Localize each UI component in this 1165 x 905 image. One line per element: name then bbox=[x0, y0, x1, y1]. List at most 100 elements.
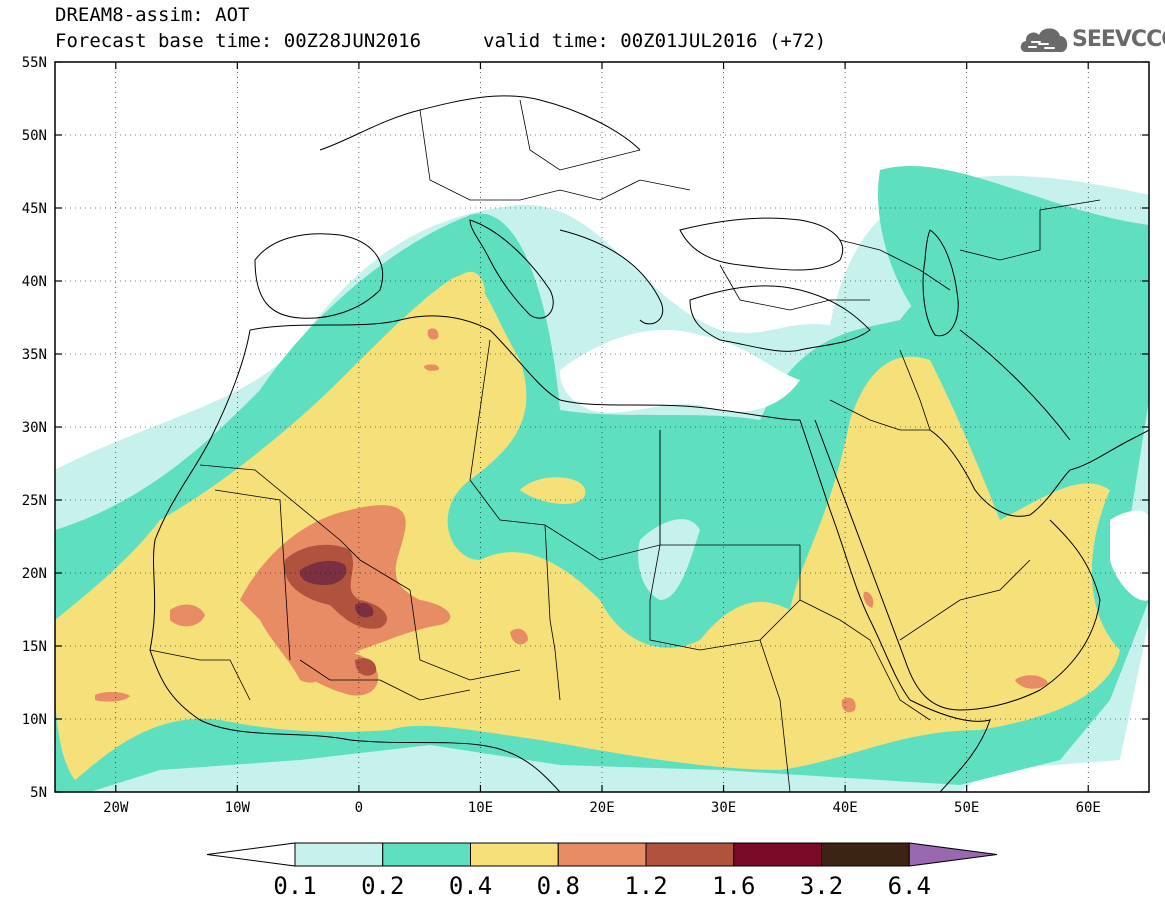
aot-band-dark-core-2 bbox=[355, 603, 374, 618]
lon-tick-label: 50E bbox=[954, 800, 979, 816]
lat-tick-label: 50N bbox=[22, 128, 47, 144]
border-sahel bbox=[299, 659, 471, 701]
border-saudi-iraq bbox=[829, 399, 930, 431]
aot-band-orange-west bbox=[170, 604, 205, 627]
lon-tick-label: 30E bbox=[711, 800, 736, 816]
coastline-caspian bbox=[922, 229, 959, 337]
colorbar-level-label: 3.2 bbox=[800, 872, 843, 900]
axis-ticks bbox=[55, 61, 1149, 793]
colorbar-labels: 0.1 0.2 0.4 0.8 1.2 1.6 3.2 6.4 bbox=[273, 872, 931, 900]
coastline-persia-south bbox=[1069, 429, 1149, 471]
coastlines bbox=[149, 95, 1149, 792]
border-turkey bbox=[719, 264, 870, 311]
coastline-black-sea bbox=[679, 217, 843, 271]
coastline-horn-africa bbox=[909, 699, 991, 792]
coastline-balkans bbox=[559, 229, 663, 325]
lon-tick-label: 10W bbox=[225, 800, 251, 816]
coastline-north-africa bbox=[249, 315, 801, 421]
colorbar-swatch bbox=[821, 842, 910, 867]
colorbar-swatch bbox=[382, 842, 471, 867]
aot-band-yellow-west bbox=[440, 271, 485, 326]
border-saudi-yemen bbox=[899, 559, 1031, 641]
lat-tick-label: 55N bbox=[22, 55, 47, 71]
lon-tick-label: 60E bbox=[1076, 800, 1101, 816]
logo-text: SEEVCCC bbox=[1072, 26, 1165, 52]
coastline-iberia bbox=[254, 233, 384, 319]
colorbar-level-label: 6.4 bbox=[888, 872, 931, 900]
lat-tick-label: 30N bbox=[22, 420, 47, 436]
lat-tick-label: 45N bbox=[22, 201, 47, 217]
lon-tick-label: 20W bbox=[103, 800, 129, 816]
lon-tick-label: 10E bbox=[468, 800, 493, 816]
lat-tick-label: 5N bbox=[30, 785, 47, 801]
lon-tick-label: 0 bbox=[355, 800, 363, 816]
colorbar-low-arrow bbox=[206, 842, 296, 867]
aot-band-orange-coast bbox=[95, 692, 130, 702]
forecast-time-line: Forecast base time: 00Z28JUN2016 valid ti… bbox=[55, 30, 826, 52]
coastline-europe-north bbox=[319, 95, 641, 151]
coastline-arabia-west bbox=[814, 419, 961, 711]
colorbar-level-label: 0.8 bbox=[537, 872, 580, 900]
border-algeria-mali bbox=[199, 464, 411, 591]
coastline-iran bbox=[959, 329, 1071, 441]
border-europe-2 bbox=[519, 99, 641, 171]
longitude-labels: 20W 10W 0 10E 20E 30E 40E 50E 60E bbox=[103, 800, 1101, 816]
border-west-africa bbox=[149, 649, 251, 701]
latitude-labels: 5N 10N 15N 20N 25N 30N 35N 40N 45N 50N 55N bbox=[22, 55, 47, 801]
aot-band-orange-ethiopia bbox=[841, 697, 856, 713]
lat-tick-label: 15N bbox=[22, 639, 47, 655]
lat-tick-label: 25N bbox=[22, 493, 47, 509]
colorbar-swatch bbox=[294, 842, 384, 867]
colorbar-high-arrow bbox=[908, 842, 998, 867]
lat-tick-label: 10N bbox=[22, 712, 47, 728]
lat-tick-label: 35N bbox=[22, 347, 47, 363]
aot-band-orange-oman bbox=[1015, 675, 1048, 689]
aot-band-orange-algeria bbox=[424, 364, 439, 371]
lat-tick-label: 20N bbox=[22, 566, 47, 582]
border-niger bbox=[409, 589, 521, 681]
aot-band-brown-south bbox=[355, 658, 377, 676]
map-title: DREAM8-assim: AOT bbox=[55, 4, 250, 26]
coastline-anatolia bbox=[689, 285, 871, 352]
colorbar-swatch bbox=[733, 842, 822, 867]
colorbar-level-label: 1.2 bbox=[624, 872, 667, 900]
gridlines bbox=[55, 62, 1149, 792]
colorbar-swatch bbox=[557, 842, 647, 867]
colorbar-swatch bbox=[470, 842, 559, 867]
aot-band-orange-tunisia bbox=[427, 328, 439, 340]
lon-tick-label: 40E bbox=[832, 800, 857, 816]
aot-contours bbox=[55, 165, 1149, 792]
border-ethiopia bbox=[799, 599, 931, 721]
political-borders bbox=[149, 99, 1101, 792]
aot-band-yellow-spot bbox=[520, 477, 586, 505]
seevccc-logo: SEEVCCC bbox=[1018, 22, 1165, 56]
aot-band-orange-chad bbox=[510, 628, 528, 645]
aot-band-dark-core bbox=[299, 560, 347, 585]
border-iran-iraq bbox=[899, 349, 931, 431]
cloud-icon bbox=[1020, 28, 1068, 52]
lon-tick-label: 20E bbox=[589, 800, 614, 816]
border-central-asia bbox=[959, 199, 1101, 261]
colorbar-swatch bbox=[645, 842, 735, 867]
border-europe-1 bbox=[419, 109, 691, 201]
colorbar-level-label: 0.2 bbox=[361, 872, 404, 900]
coastline-west-africa bbox=[149, 329, 561, 792]
colorbar-level-label: 1.6 bbox=[712, 872, 755, 900]
forecast-base-time: Forecast base time: 00Z28JUN2016 bbox=[55, 30, 422, 52]
coastline-oman bbox=[959, 519, 1101, 711]
border-caucasus bbox=[839, 239, 951, 291]
aot-band-teal-north bbox=[878, 165, 1149, 330]
coastline-red-sea bbox=[799, 419, 911, 701]
border-chad-sudan bbox=[544, 524, 561, 701]
valid-time: valid time: 00Z01JUL2016 (+72) bbox=[483, 30, 827, 52]
colorbar-level-label: 0.4 bbox=[449, 872, 492, 900]
coastline-persian-gulf bbox=[929, 429, 1071, 517]
border-east-africa bbox=[759, 639, 791, 792]
aot-clear-med bbox=[560, 329, 800, 413]
colorbar-level-label: 0.1 bbox=[273, 872, 316, 900]
aot-band-orange-red-sea bbox=[863, 591, 874, 608]
lat-tick-label: 40N bbox=[22, 274, 47, 290]
aot-clear-arabia bbox=[1110, 510, 1149, 601]
colorbar bbox=[206, 842, 998, 867]
